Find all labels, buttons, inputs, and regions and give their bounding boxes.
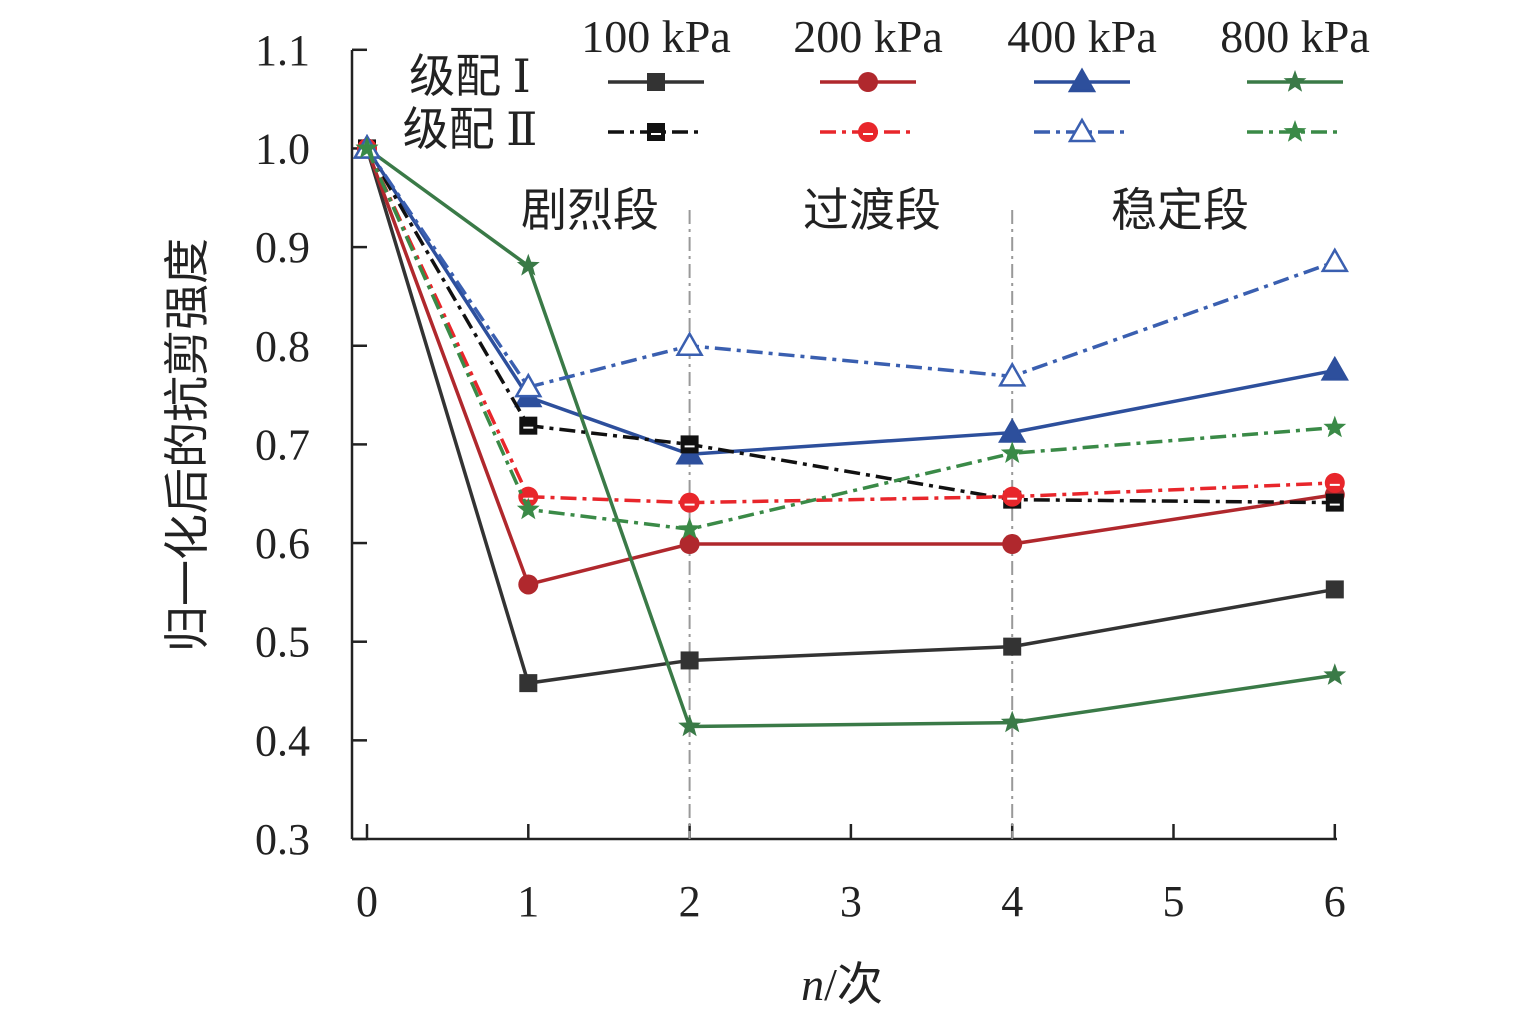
legend-column-label: 200 kPa <box>793 11 943 62</box>
legend-entry <box>608 123 704 141</box>
star-marker <box>1283 70 1307 92</box>
x-tick-label: 1 <box>517 877 539 926</box>
x-tick-label: 0 <box>356 877 378 926</box>
triangle-marker <box>1067 67 1097 93</box>
y-axis-label: 归一化后的抗剪强度 <box>162 238 213 652</box>
triangle-marker <box>675 331 704 356</box>
phase-dividers <box>688 210 1014 839</box>
y-tick-label: 0.5 <box>255 618 310 667</box>
y-tick-label: 1.0 <box>255 124 310 173</box>
circle-marker <box>1324 472 1345 493</box>
legend-entry <box>820 122 916 142</box>
y-tick-label: 0.9 <box>255 223 310 272</box>
square-marker <box>519 416 538 435</box>
square-marker <box>1325 580 1344 599</box>
legend-entry <box>820 72 916 92</box>
star-marker <box>1000 710 1024 733</box>
phase-labels: 剧烈段 过渡段 稳定段 <box>521 185 1249 236</box>
legend-entry <box>1247 120 1343 142</box>
star-marker <box>1283 120 1307 142</box>
x-tick-label: 6 <box>1324 877 1346 926</box>
circle-marker <box>518 574 539 595</box>
legend-row-label: 级配 Ⅱ <box>403 104 538 155</box>
star-marker <box>355 136 379 159</box>
y-tick-label: 0.3 <box>255 815 310 864</box>
circle-marker <box>679 492 700 513</box>
triangle-marker <box>514 372 543 398</box>
legend-entry <box>1034 117 1130 143</box>
triangle-marker <box>1320 247 1349 273</box>
x-tick-label: 2 <box>679 877 701 926</box>
phase-label: 稳定段 <box>1111 185 1249 236</box>
legend-row-label: 级配 Ⅰ <box>409 51 531 102</box>
x-axis-label-variable: n <box>801 959 824 1010</box>
square-marker <box>680 435 699 454</box>
x-tick-label: 3 <box>840 877 862 926</box>
x-tick-label: 4 <box>1001 877 1023 926</box>
star-marker <box>678 714 701 737</box>
circle-marker <box>679 534 700 555</box>
square-marker <box>647 73 665 91</box>
x-axis-label-unit: /次 <box>824 959 883 1010</box>
x-axis-label: n/次 <box>801 959 883 1010</box>
y-tick-label: 1.1 <box>255 26 310 75</box>
axes: 0.3 0.4 0.5 0.6 0.7 0.8 0.9 1.0 1.1 0 1 2 3 4 5 6 <box>255 26 1346 926</box>
star-marker <box>1323 415 1347 438</box>
phase-label: 剧烈段 <box>521 185 659 236</box>
legend-entry <box>1247 70 1343 92</box>
circle-marker <box>858 122 878 142</box>
legend-column-label: 800 kPa <box>1220 11 1370 62</box>
star-marker <box>678 517 701 539</box>
square-marker <box>1325 493 1344 512</box>
series-II-400kPa <box>352 133 1349 398</box>
legend-entry <box>608 73 704 91</box>
triangle-marker <box>1320 355 1349 381</box>
star-marker <box>516 497 540 520</box>
square-marker <box>519 674 538 693</box>
circle-marker <box>1002 486 1023 507</box>
y-tick-label: 0.8 <box>255 322 310 371</box>
x-tick-label: 5 <box>1163 877 1185 926</box>
square-marker <box>1003 637 1022 656</box>
star-marker <box>516 253 540 276</box>
legend-entry <box>1034 67 1130 93</box>
series-II-800kPa <box>355 136 1347 539</box>
circle-marker <box>858 72 878 92</box>
series-group <box>352 133 1349 737</box>
square-marker <box>680 651 699 670</box>
triangle-marker <box>998 361 1027 387</box>
legend: 100 kPa 200 kPa 400 kPa 800 kPa 级配 Ⅰ级配 Ⅱ <box>403 11 1370 155</box>
legend-column-label: 400 kPa <box>1007 11 1157 62</box>
y-tick-label: 0.7 <box>255 420 310 469</box>
square-marker <box>647 123 665 141</box>
star-marker <box>1323 663 1347 685</box>
y-tick-label: 0.4 <box>255 716 310 765</box>
circle-marker <box>1002 534 1023 555</box>
triangle-marker <box>1067 117 1097 143</box>
legend-column-label: 100 kPa <box>581 11 731 62</box>
phase-label: 过渡段 <box>803 185 941 236</box>
y-tick-label: 0.6 <box>255 519 310 568</box>
star-marker <box>1000 441 1024 463</box>
